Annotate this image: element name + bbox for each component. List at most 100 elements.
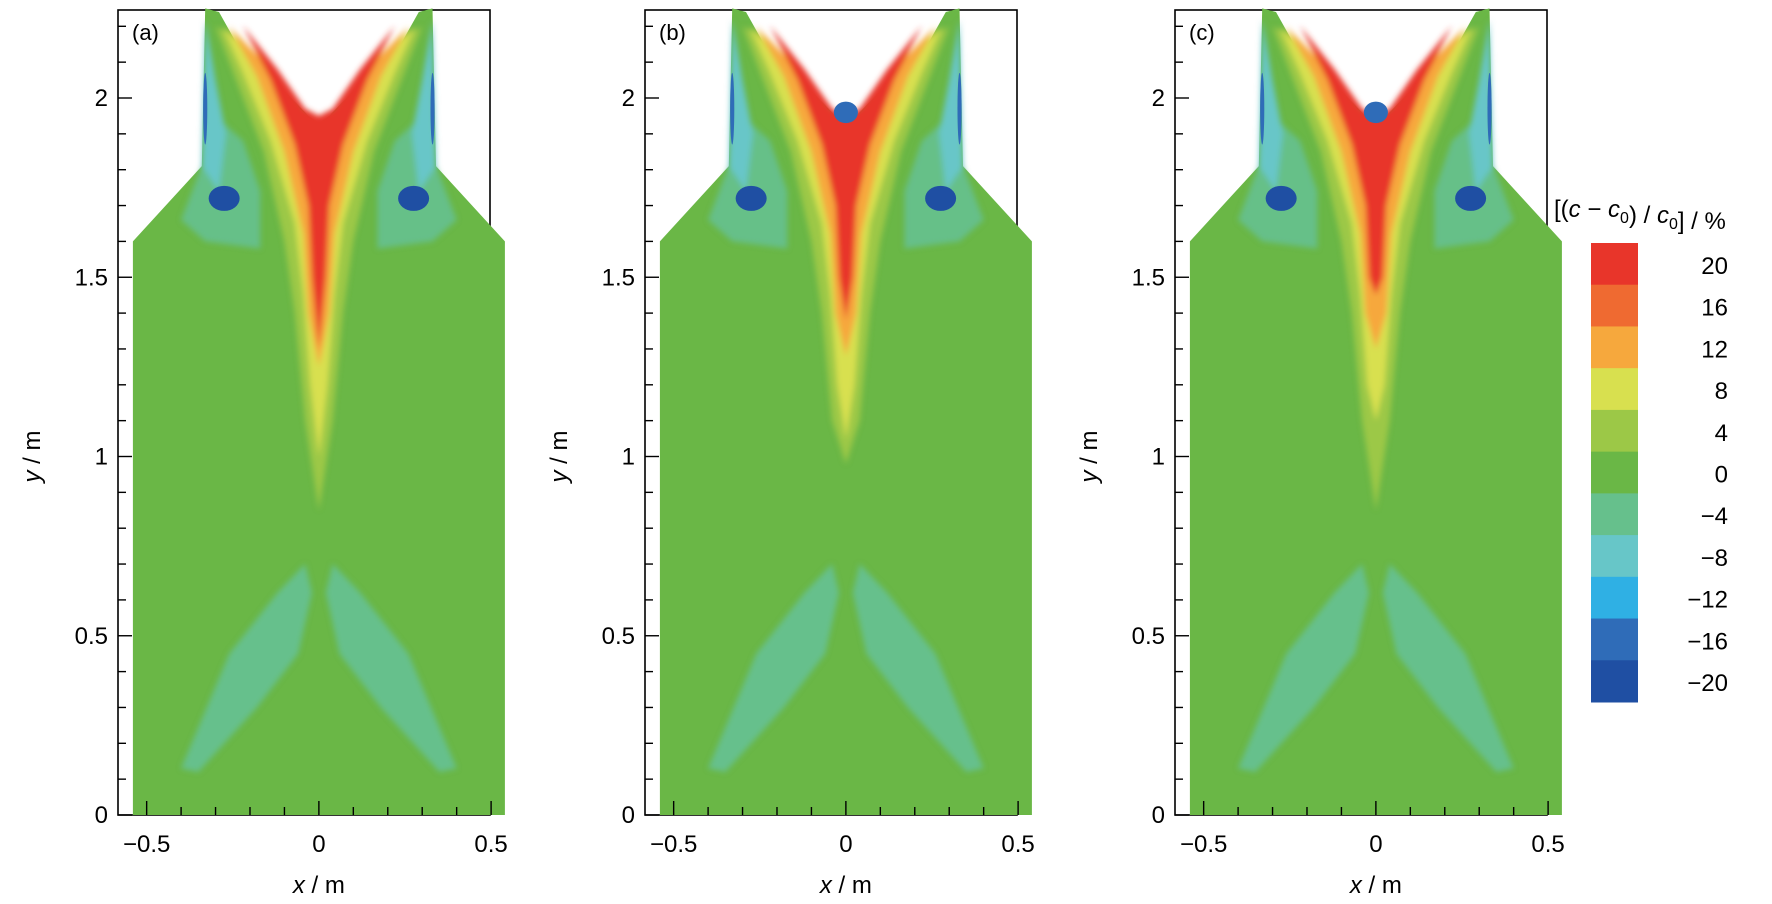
contour-region--20 [1265,185,1297,211]
contour-region--8 [1258,19,1283,192]
contour-region--16 [730,72,735,145]
contour-region-20 [243,26,395,349]
contour-region--8 [728,19,753,192]
colorbar-swatch [1591,368,1638,411]
colorbar-tick-label: −12 [1687,587,1728,614]
y-tick-label: 1.5 [602,264,635,291]
colorbar-tick-label: −16 [1687,628,1728,655]
y-axis: 0 0.5 1 1.5 2 [75,25,132,829]
x-tick-label: 0 [839,831,852,858]
contour-region--4 [1238,564,1369,772]
panel-label: (a) [132,20,159,45]
contour-region--4 [1434,115,1514,249]
y-tick-label: 2 [622,85,635,112]
y-tick-label: 1 [622,444,635,471]
colorbar-tick-label: 12 [1701,336,1728,363]
contour-region--16 [1487,72,1492,145]
contour-region--20 [735,185,767,211]
contour-field [1189,8,1562,815]
colorbar-tick-label: −8 [1701,545,1728,572]
x-tick-label: 0.5 [1001,831,1034,858]
colorbar-swatch [1591,284,1638,327]
y-axis: 0 0.5 1 1.5 2 [602,25,659,829]
x-axis: −0.5 0 0.5 [1180,801,1565,858]
colorbar-tick-label: 4 [1715,420,1728,447]
y-tick-label: 0 [622,802,635,829]
colorbar-swatch [1591,409,1638,453]
contour-region--8 [201,19,226,192]
y-tick-label: 1 [1152,444,1165,471]
contour-region--16 [203,72,208,145]
colorbar-tick-label: 16 [1701,295,1728,322]
panel-a: 0 0.5 1 1.5 2 −0.5 0 0.5 x / m y / m (a) [19,8,508,899]
x-axis-label: x / m [292,872,345,899]
contour-region--20 [1455,185,1487,211]
colorbar-tick-label: 20 [1701,253,1728,280]
y-tick-label: 1 [95,444,108,471]
y-tick-label: 1.5 [75,264,108,291]
x-tick-label: 0 [1369,831,1382,858]
contour-layers [1238,19,1514,772]
contour-region--4 [708,115,788,249]
y-tick-label: 0 [95,802,108,829]
contour-region--4 [181,115,261,249]
colorbar-tick-label: −4 [1701,503,1728,530]
x-tick-label: −0.5 [1180,831,1227,858]
panel-b: 0 0.5 1 1.5 2 −0.5 0 0.5 x / m y / m (b) [546,8,1035,899]
y-tick-label: 2 [1152,85,1165,112]
y-tick-label: 0.5 [602,623,635,650]
x-axis: −0.5 0 0.5 [650,801,1035,858]
y-axis-label: y / m [1076,431,1103,485]
contour-region--4 [181,564,312,772]
y-tick-label: 0.5 [1132,623,1165,650]
colorbar-swatch [1591,576,1638,620]
x-tick-label: −0.5 [650,831,697,858]
colorbar-swatch [1591,493,1638,536]
contour-region--20 [208,185,240,211]
contour-region--16 [430,72,435,145]
colorbar-swatch [1591,618,1638,661]
contour-region--8 [938,19,963,192]
panel-label: (b) [659,20,686,45]
contour-region-20 [1300,26,1452,296]
contour-region--4 [904,115,984,249]
x-tick-label: 0.5 [1531,831,1564,858]
contour-field [659,8,1032,815]
contour-region--4 [325,564,457,772]
contour-region--16 [833,101,858,124]
colorbar-title: [(c − c0) / c0] / % [1554,196,1726,235]
contour-region--16 [957,72,962,145]
contour-region--16 [1260,72,1265,145]
y-tick-label: 0 [1152,802,1165,829]
contour-region--20 [398,185,430,211]
colorbar-swatch [1591,451,1638,494]
colorbar-tick-label: 8 [1715,378,1728,405]
x-axis-label: x / m [819,872,872,899]
contour-region--20 [925,185,957,211]
contour-region--16 [1363,101,1388,124]
y-tick-label: 2 [95,85,108,112]
colorbar: 20 16 12 8 4 0 −4 −8 −12 −16 −20 [(c − c0) / c0] / … [1554,196,1728,703]
contour-layers [181,19,457,772]
x-axis-label: x / m [1349,872,1402,899]
colorbar-swatch [1591,660,1638,703]
contour-field [132,8,505,815]
colorbar-swatch [1591,535,1638,578]
contour-region--4 [1238,115,1318,249]
contour-region--4 [1382,564,1514,772]
contour-region--4 [852,564,984,772]
y-tick-label: 1.5 [1132,264,1165,291]
contour-region-20 [770,26,922,321]
y-axis: 0 0.5 1 1.5 2 [1132,25,1189,829]
panel-label: (c) [1189,20,1215,45]
colorbar-swatch [1591,326,1638,369]
contour-region--4 [377,115,457,249]
contour-region--4 [708,564,839,772]
colorbar-swatch [1591,243,1638,286]
contour-region--8 [411,19,436,192]
y-tick-label: 0.5 [75,623,108,650]
panel-c: 0 0.5 1 1.5 2 −0.5 0 0.5 x / m y / m (c) [1076,8,1565,899]
y-axis-label: y / m [19,431,46,485]
y-axis-label: y / m [546,431,573,485]
